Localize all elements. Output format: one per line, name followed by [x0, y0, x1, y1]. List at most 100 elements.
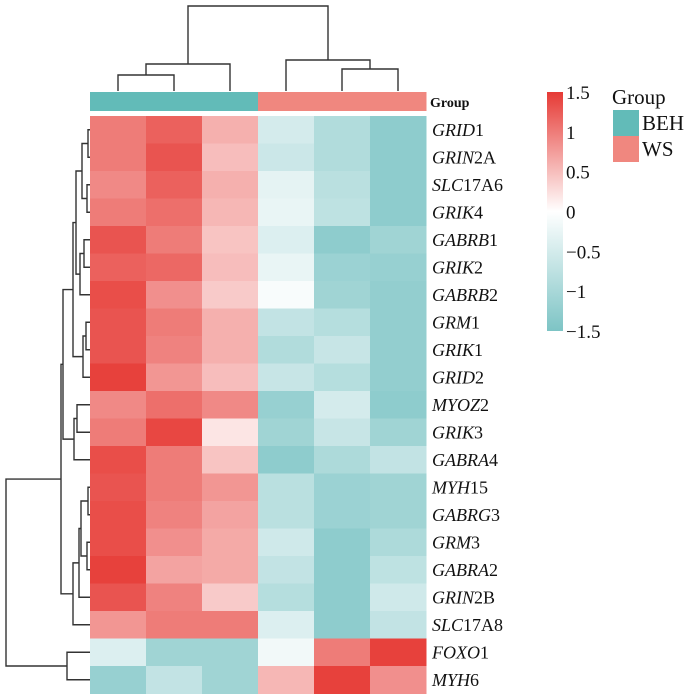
- colorbar-tick-label: −0.5: [566, 242, 600, 263]
- row-label-slc17a8: SLC17A8: [432, 615, 503, 635]
- heatmap-cell: [90, 611, 147, 639]
- heatmap-cell: [202, 556, 259, 584]
- heatmap-cell: [202, 666, 259, 694]
- heatmap-cell: [146, 583, 203, 612]
- heatmap-cell: [146, 556, 203, 584]
- heatmap-cell: [258, 253, 315, 282]
- row-label-slc17a6: SLC17A6: [432, 175, 503, 195]
- heatmap-cell: [202, 583, 259, 612]
- heatmap-cell: [146, 116, 203, 144]
- group-annotation-cell: [370, 92, 427, 111]
- heatmap-cell: [258, 666, 315, 694]
- heatmap-cell: [90, 336, 147, 364]
- column-dendrogram-branch: [117, 74, 175, 91]
- row-label-myh6: MYH6: [431, 670, 479, 690]
- heatmap-cell: [370, 556, 427, 584]
- heatmap-cell: [314, 363, 371, 392]
- row-label-myoz2: MYOZ2: [431, 395, 489, 415]
- heatmap-cell: [258, 198, 315, 227]
- heatmap-cell: [146, 336, 203, 364]
- heatmap-cell: [258, 418, 315, 447]
- column-dendrogram-branch: [187, 5, 329, 64]
- row-label-foxo1: FOXO1: [431, 642, 489, 662]
- heatmap-cell: [146, 171, 203, 199]
- row-label-grid2: GRID2: [432, 367, 484, 387]
- heatmap-cell: [90, 446, 147, 474]
- heatmap-cell: [314, 143, 371, 172]
- heatmap-cell: [202, 611, 259, 639]
- heatmap-cell: [258, 116, 315, 144]
- row-dendrogram-branch: [66, 651, 90, 681]
- row-dendrogram-branch: [87, 129, 90, 158]
- heatmap-cell: [370, 583, 427, 612]
- column-dendrogram-branch: [145, 63, 231, 91]
- row-label-gabrb2: GABRB2: [432, 285, 498, 305]
- heatmap-cell: [370, 528, 427, 557]
- heatmap-cell: [258, 391, 315, 419]
- heatmap-cell: [90, 501, 147, 529]
- row-dendrogram-branch: [5, 478, 67, 667]
- heatmap-cell: [370, 391, 427, 419]
- heatmap-cell: [314, 611, 371, 639]
- colorbar-tick-label: 1: [566, 123, 576, 144]
- heatmap-cell: [202, 418, 259, 447]
- row-label-gabra4: GABRA4: [432, 450, 498, 470]
- heatmap-cell: [314, 666, 371, 694]
- heatmap-cell: [258, 363, 315, 392]
- heatmap-cell: [202, 281, 259, 309]
- heatmap-cell: [202, 473, 259, 502]
- heatmap-cell: [258, 446, 315, 474]
- heatmap-cell: [202, 528, 259, 557]
- heatmap-cell: [314, 418, 371, 447]
- row-label-grin2a: GRIN2A: [432, 147, 496, 167]
- column-dendrogram-branch: [341, 68, 399, 91]
- heatmap-cell: [146, 363, 203, 392]
- colorbar-tick-label: −1: [566, 282, 586, 303]
- legend-swatch-beh: [613, 110, 639, 136]
- heatmap-cell: [146, 501, 203, 529]
- row-label-grik3: GRIK3: [432, 422, 483, 442]
- heatmap-cell: [258, 611, 315, 639]
- heatmap-cell: [258, 638, 315, 667]
- heatmap-cell: [314, 528, 371, 557]
- heatmap-cell: [90, 528, 147, 557]
- heatmap-cell: [90, 418, 147, 447]
- row-dendrogram-branch: [86, 541, 90, 571]
- heatmap-cell: [90, 583, 147, 612]
- heatmap-cell: [146, 198, 203, 227]
- group-annotation-cell: [146, 92, 203, 111]
- heatmap-cell: [90, 666, 147, 694]
- heatmap-cell: [90, 308, 147, 337]
- row-label-grid1: GRID1: [432, 120, 484, 140]
- colorbar-tick-label: −1.5: [566, 322, 600, 343]
- heatmap-cell: [370, 611, 427, 639]
- heatmap-cell: [146, 308, 203, 337]
- heatmap-cell: [146, 391, 203, 419]
- heatmap-cell: [258, 336, 315, 364]
- heatmap-cell: [90, 116, 147, 144]
- heatmap-cell: [90, 638, 147, 667]
- heatmap-cell: [90, 198, 147, 227]
- heatmap-cell: [370, 336, 427, 364]
- heatmap-cell: [146, 666, 203, 694]
- heatmap-cell: [370, 281, 427, 309]
- row-dendrogram-branch: [76, 404, 90, 433]
- row-dendrogram-branch: [72, 562, 90, 626]
- row-label-grm1: GRM1: [432, 312, 480, 332]
- row-label-gabrb1: GABRB1: [432, 230, 498, 250]
- heatmap-cell: [90, 171, 147, 199]
- heatmap-cell: [258, 501, 315, 529]
- heatmap-cell: [202, 143, 259, 172]
- row-dendrogram-branch: [83, 239, 90, 268]
- heatmap-cell: [314, 391, 371, 419]
- legend-label-beh: BEH: [642, 111, 684, 135]
- heatmap-cell: [90, 391, 147, 419]
- heatmap-cell: [314, 198, 371, 227]
- heatmap-cell: [258, 308, 315, 337]
- heatmap-cell: [370, 198, 427, 227]
- colorbar: [547, 92, 563, 331]
- heatmap-cell: [258, 583, 315, 612]
- heatmap-cell: [90, 253, 147, 282]
